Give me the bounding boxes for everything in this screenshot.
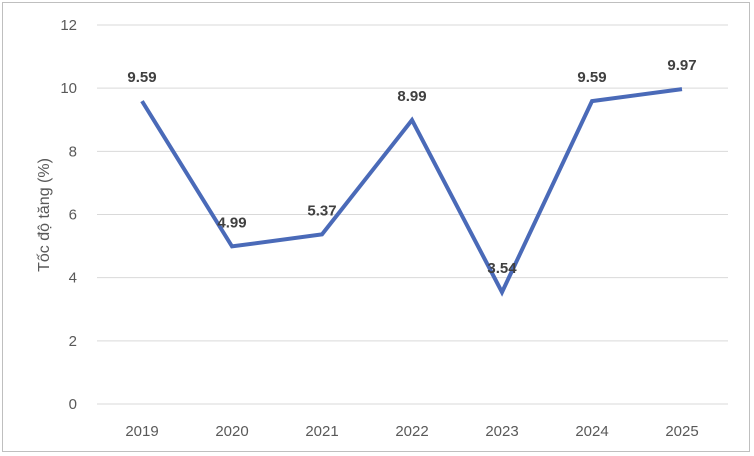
x-tick-label: 2021	[305, 423, 338, 440]
data-labels: 9.59 4.99 5.37 8.99 3.54 9.59 9.97	[127, 57, 696, 277]
x-tick-label: 2025	[665, 423, 698, 440]
y-tick-label: 6	[69, 207, 77, 224]
x-tick-label: 2019	[125, 423, 158, 440]
x-tick-label: 2024	[575, 423, 608, 440]
y-tick-label: 8	[69, 143, 77, 160]
chart-frame	[2, 2, 750, 452]
series-layer	[140, 87, 683, 297]
y-axis-title: Tốc độ tăng (%)	[36, 158, 53, 272]
y-tick-label: 10	[60, 80, 77, 97]
data-label: 8.99	[397, 88, 426, 105]
y-tick-label: 2	[69, 333, 77, 350]
x-axis-tick-labels: 2019 2020 2021 2022 2023 2024 2025	[125, 423, 698, 440]
data-label: 3.54	[487, 260, 517, 277]
y-tick-label: 0	[69, 396, 77, 413]
x-tick-label: 2023	[485, 423, 518, 440]
series-line	[140, 87, 683, 297]
data-label: 4.99	[217, 214, 246, 231]
data-label: 5.37	[307, 202, 336, 219]
x-tick-label: 2020	[215, 423, 248, 440]
data-label: 9.59	[127, 69, 156, 86]
y-axis-tick-labels: 0 2 4 6 8 10 12	[60, 17, 77, 413]
data-label: 9.59	[577, 69, 606, 86]
data-label: 9.97	[667, 57, 696, 74]
gridlines	[97, 24, 728, 405]
y-tick-label: 4	[69, 270, 77, 287]
y-tick-label: 12	[60, 17, 77, 34]
x-tick-label: 2022	[395, 423, 428, 440]
